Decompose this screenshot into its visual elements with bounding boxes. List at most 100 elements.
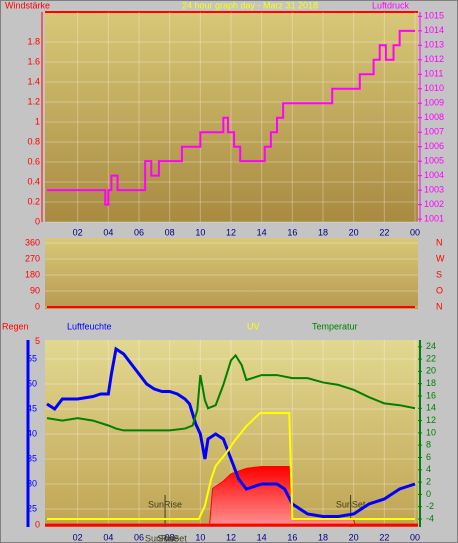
y-tick-label: 1005 (424, 156, 444, 166)
legend-luftfeuchte: Luftfeuchte (67, 321, 112, 331)
y-tick-label: 360 (25, 237, 40, 247)
y-tick-label: 40 (27, 428, 37, 438)
x-tick-label: 12 (226, 227, 236, 237)
x-tick-label: 04 (103, 532, 113, 542)
x-tick-label: 02 (73, 532, 83, 542)
y-tick-label: 24 (426, 341, 436, 351)
y-tick-label: 12 (426, 415, 436, 425)
y-tick-label: O (436, 285, 443, 295)
y-tick-label: -2 (426, 501, 434, 511)
x-tick-label: 10 (195, 227, 205, 237)
x-tick-label: 14 (257, 227, 267, 237)
x-tick-label: 00 (410, 227, 420, 237)
x-tick-label: 06 (134, 227, 144, 237)
y-tick-label: 22 (426, 353, 436, 363)
y-tick-label: 20 (426, 366, 436, 376)
y-tick-label: 30 (27, 478, 37, 488)
y-tick-label: 1007 (424, 127, 444, 137)
y-tick-label: 1003 (424, 185, 444, 195)
x-tick-label: 20 (349, 227, 359, 237)
y-tick-label: 1002 (424, 199, 444, 209)
series-line (47, 411, 415, 521)
y-tick-label: 25 (27, 503, 37, 513)
y-tick-label: 1009 (424, 98, 444, 108)
annotation: SunSet (336, 499, 366, 509)
x-tick-label: 18 (318, 227, 328, 237)
y-tick-label: 35 (27, 453, 37, 463)
y-tick-label: 1014 (424, 25, 444, 35)
y-tick-label: 0 (35, 520, 40, 530)
legend-regen: Regen (2, 321, 29, 331)
x-tick-label: 04 (103, 227, 113, 237)
x-tick-label: 16 (287, 227, 297, 237)
y-tick-label: 2 (426, 476, 431, 486)
y-tick-label: 0.8 (27, 136, 40, 146)
y-tick-label: 0 (426, 489, 431, 499)
annotation-bottom: SunSet (157, 533, 187, 543)
y-tick-label: 1012 (424, 54, 444, 64)
y-tick-label: 6 (426, 452, 431, 462)
x-tick-label: 16 (287, 532, 297, 542)
y-tick-label: 14 (426, 403, 436, 413)
y-tick-label: -4 (426, 513, 434, 523)
y-tick-label: 0 (35, 216, 40, 226)
y-tick-label: 0.6 (27, 156, 40, 166)
y-tick-label: 1 (35, 116, 40, 126)
legend-uv: UV (247, 321, 260, 331)
x-tick-label: 06 (134, 532, 144, 542)
series-line (47, 29, 415, 206)
y-tick-label: 1004 (424, 170, 444, 180)
x-tick-label: 02 (73, 227, 83, 237)
annotation: SunRise (148, 499, 182, 509)
y-tick-label: W (436, 253, 445, 263)
y-tick-label: 1.6 (27, 56, 40, 66)
y-tick-label: 5 (35, 336, 40, 346)
y-tick-label: 8 (426, 440, 431, 450)
y-tick-label: 18 (426, 378, 436, 388)
y-tick-label: 1.2 (27, 96, 40, 106)
y-tick-label: 1010 (424, 83, 444, 93)
x-tick-label: 10 (195, 532, 205, 542)
plot-area (45, 12, 418, 222)
y-tick-label: 0.4 (27, 176, 40, 186)
y-tick-label: 0.2 (27, 196, 40, 206)
y-tick-label: N (436, 237, 443, 247)
y-tick-label: 45 (27, 403, 37, 413)
y-tick-label: 1006 (424, 141, 444, 151)
y-tick-label: 180 (25, 269, 40, 279)
x-tick-label: 22 (379, 532, 389, 542)
x-tick-label: 14 (257, 532, 267, 542)
y-tick-label: 10 (426, 427, 436, 437)
y-tick-label: 1001 (424, 213, 444, 223)
y-tick-label: S (436, 269, 442, 279)
plot-area (45, 238, 418, 309)
y-tick-label: 1011 (424, 69, 443, 79)
chart-title: 24 hour graph day - Marz 31 2018 (182, 0, 318, 10)
y-tick-label: 270 (25, 253, 40, 263)
y2-axis-label: Luftdruck (372, 0, 410, 10)
y-axis-label: Windstärke (5, 0, 50, 10)
x-tick-label: 20 (349, 532, 359, 542)
x-tick-label: 00 (410, 532, 420, 542)
x-tick-label: 22 (379, 227, 389, 237)
y-tick-label: 55 (27, 353, 37, 363)
y-tick-label: 1.4 (27, 76, 40, 86)
y-tick-label: 16 (426, 390, 436, 400)
x-tick-label: 12 (226, 532, 236, 542)
y-tick-label: 1008 (424, 112, 444, 122)
y-tick-label: 4 (426, 464, 431, 474)
x-tick-label: 18 (318, 532, 328, 542)
x-tick-label: 08 (165, 227, 175, 237)
y-tick-label: 1.8 (27, 36, 40, 46)
series-line (46, 346, 416, 518)
y-tick-label: 0 (35, 301, 40, 311)
legend-temperatur: Temperatur (312, 321, 358, 331)
y-tick-label: N (436, 301, 443, 311)
annotation-bottom: SunRise (145, 533, 179, 543)
x-tick-label: 08 (165, 532, 175, 542)
y-tick-label: 90 (30, 285, 40, 295)
y-tick-label: 50 (27, 378, 37, 388)
series-line (46, 353, 416, 432)
